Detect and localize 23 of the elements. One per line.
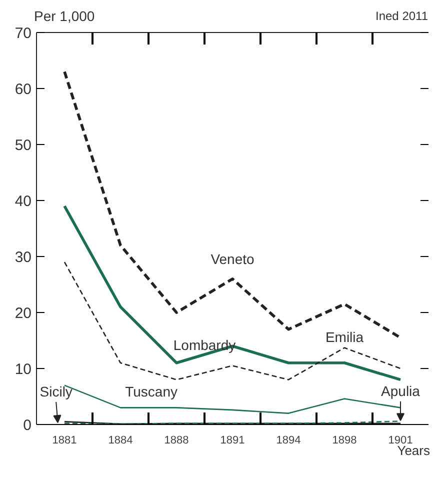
y-tick-label: 30 [14,249,32,266]
x-tick-label: 1891 [220,434,245,446]
y-tick-label: 10 [14,361,32,378]
series-label: Lombardy [173,336,236,353]
y-tick-label: 60 [14,81,32,98]
y-tick-label: 70 [14,25,32,42]
y-tick-label: 20 [14,305,32,322]
y-tick-label: 40 [14,193,32,210]
line-series [63,204,402,382]
y-tick-label: 0 [23,417,32,434]
series-label: Veneto [210,250,255,267]
text: Ined 2011 [376,8,428,25]
x-tick-label: 1884 [108,434,133,446]
y-tick-label: 50 [14,137,32,154]
series-label: Sicily [40,384,72,400]
x-tick-label: 1888 [164,434,189,446]
y-axis-title: Per 1,000 [34,7,95,26]
series-label: Apulia [381,383,420,400]
x-tick-label: 1881 [52,434,77,446]
series-label: Emilia [325,328,364,345]
x-tick-label: 1898 [332,434,357,446]
series-label: Tuscany [125,384,178,400]
x-tick-label: 1894 [276,434,301,446]
